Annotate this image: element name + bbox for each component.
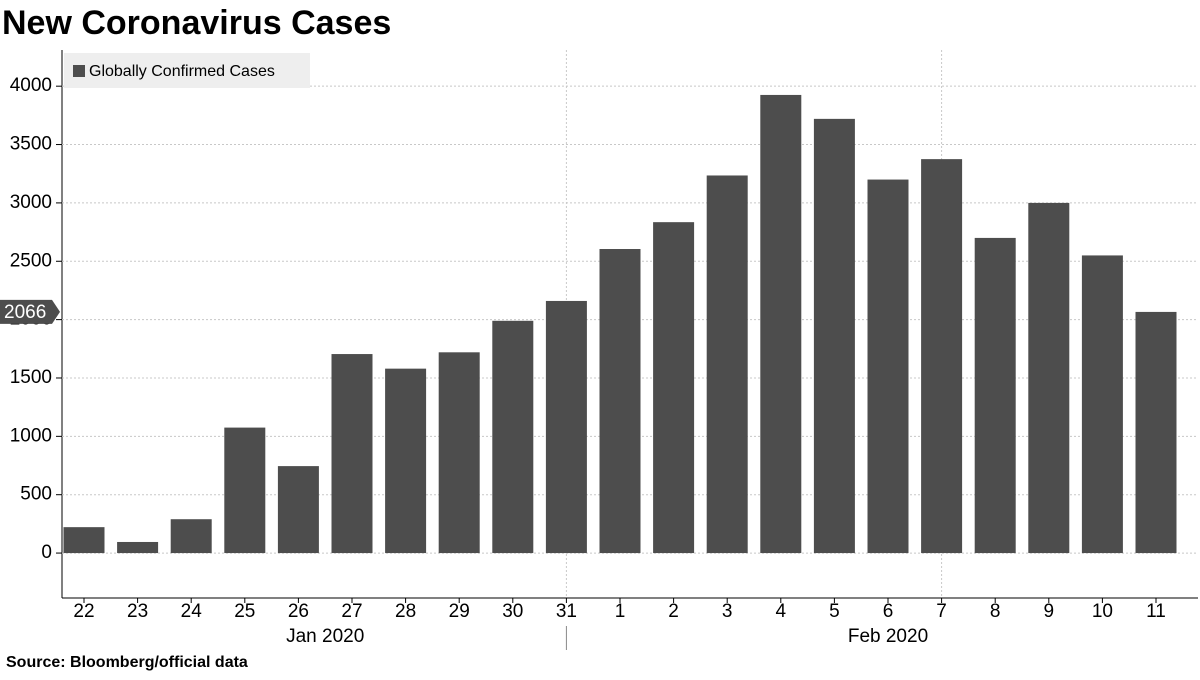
x-tick-label: 27 [341, 601, 362, 622]
bar [224, 427, 266, 554]
bar [974, 237, 1016, 554]
x-tick-label: 28 [395, 601, 416, 622]
x-tick-label: 4 [776, 601, 787, 622]
source-note: Source: Bloomberg/official data [6, 654, 248, 671]
y-tick-label: 500 [20, 484, 52, 505]
bar [760, 94, 802, 554]
last-value-label: 2066 [4, 302, 46, 323]
bar [385, 368, 427, 554]
last-value-tag [0, 299, 60, 324]
month-label: Jan 2020 [286, 626, 364, 647]
x-tick-label: 30 [502, 601, 523, 622]
y-tick-label: 3000 [10, 192, 52, 213]
x-tick-label: 2 [668, 601, 679, 622]
bar [277, 466, 319, 554]
x-tick-label: 5 [829, 601, 840, 622]
bar [599, 249, 641, 554]
bar [117, 541, 159, 554]
x-tick-label: 7 [936, 601, 947, 622]
bar [1028, 202, 1070, 554]
x-tick-label: 22 [73, 601, 94, 622]
x-tick-label: 24 [181, 601, 203, 622]
x-tick-label: 26 [288, 601, 309, 622]
y-tick-label: 2500 [10, 250, 52, 271]
x-tick-label: 23 [127, 601, 148, 622]
bar [438, 352, 480, 554]
bar [331, 354, 373, 554]
bar [653, 222, 695, 554]
x-tick-label: 25 [234, 601, 255, 622]
bar [170, 519, 212, 554]
x-tick-label: 8 [990, 601, 1001, 622]
y-tick-label: 1500 [10, 367, 52, 388]
x-tick-label: 11 [1146, 601, 1166, 622]
x-tick-label: 31 [556, 601, 577, 622]
legend-swatch [73, 65, 85, 77]
x-tick-label: 1 [615, 601, 626, 622]
y-tick-label: 1000 [10, 425, 52, 446]
y-tick-label: 4000 [10, 75, 52, 96]
x-tick-label: 29 [449, 601, 470, 622]
legend-box [64, 53, 310, 88]
bar [706, 175, 748, 554]
x-tick-label: 6 [883, 601, 894, 622]
y-tick-label: 0 [41, 542, 52, 563]
x-tick-label: 10 [1092, 601, 1113, 622]
bar [1135, 311, 1177, 554]
bar [1081, 255, 1123, 554]
bar [921, 159, 963, 554]
bar [492, 320, 534, 554]
bar [545, 300, 587, 554]
bar [867, 179, 909, 554]
x-tick-label: 9 [1044, 601, 1055, 622]
month-label: Feb 2020 [848, 626, 928, 647]
bar [63, 527, 105, 554]
y-tick-label: 3500 [10, 134, 52, 155]
x-tick-label: 3 [722, 601, 733, 622]
chart-title: New Coronavirus Cases [2, 4, 391, 42]
legend-label: Globally Confirmed Cases [89, 63, 275, 80]
bar [813, 118, 855, 554]
